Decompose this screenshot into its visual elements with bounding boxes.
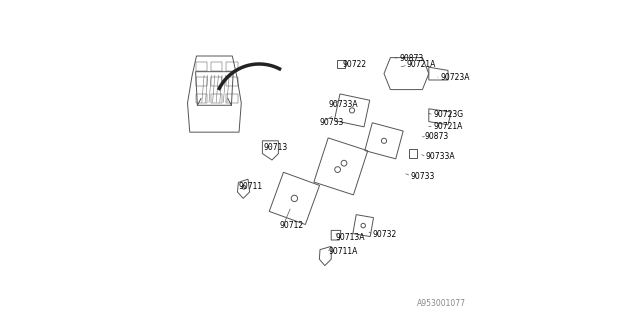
Text: 90711A: 90711A [329,247,358,256]
Text: 90712: 90712 [280,221,304,230]
Text: 90873: 90873 [425,132,449,140]
Text: 90722: 90722 [342,60,367,68]
Text: 90733: 90733 [411,172,435,180]
Text: 90733A: 90733A [329,100,358,108]
Bar [227,94,237,103]
Text: 90713A: 90713A [336,233,365,242]
Text: 90733A: 90733A [426,152,455,161]
Bar [211,94,222,103]
Text: 90713: 90713 [264,143,288,152]
Text: 90733: 90733 [320,118,344,127]
Bar [196,77,207,86]
Bar [227,77,237,86]
Text: A953001077: A953001077 [417,299,466,308]
Text: 90732: 90732 [372,230,397,239]
Bar [211,77,222,86]
Text: 90873: 90873 [400,54,424,63]
Text: 90723A: 90723A [441,73,470,82]
Text: 90711: 90711 [239,182,262,191]
Bar [196,94,207,103]
Text: 90721A: 90721A [406,60,435,69]
Text: 90721A: 90721A [434,122,463,131]
Bar [196,62,207,71]
Text: 90723G: 90723G [434,110,464,119]
Bar [227,62,237,71]
Bar [211,62,222,71]
